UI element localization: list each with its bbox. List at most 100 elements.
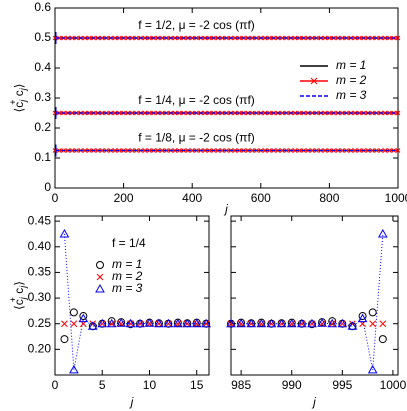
marker-cross [309,148,315,153]
marker-cross [116,35,122,41]
marker-cross [165,320,172,328]
marker-triangle [347,321,358,330]
y-tick-label: 0.40 [28,239,52,253]
marker-cross [70,320,78,328]
y-axis-label-part: ⟨c [12,299,26,310]
y-axis-label-part: j [18,87,28,91]
marker-cross [183,320,191,328]
marker-cross [155,320,163,328]
marker-circle [126,320,135,329]
marker-cross [297,148,302,153]
marker-triangle [246,318,257,328]
y-axis-label-part: j [18,99,28,103]
marker-circle [378,335,387,344]
y-axis-label-part: j [18,296,28,300]
marker-triangle [97,318,108,328]
marker-cross [339,148,345,153]
marker-triangle [337,318,348,328]
marker-cross [129,148,135,153]
legend-label: m = 2 [112,269,143,283]
marker-cross [159,148,165,153]
marker-triangle [154,318,164,328]
x-tick-label: 995 [332,378,352,392]
plot-frame [230,215,399,376]
y-tick-label: 0.1 [34,150,51,164]
y-tick-label: 0.25 [28,316,52,330]
x-tick-label: 990 [282,378,302,392]
marker-cross [86,110,92,116]
marker-cross [249,35,255,41]
marker-circle [358,312,367,321]
y-axis-label-part: + [8,297,18,302]
x-tick-label: 800 [319,191,339,205]
marker-cross [116,110,122,116]
marker-cross [116,148,122,153]
marker-cross [327,148,332,153]
marker-cross [176,110,182,116]
marker-cross [202,320,210,328]
annotation: f = 1/4 [112,236,146,250]
marker-triangle [367,364,378,374]
y-tick-label: 0.5 [34,30,51,44]
y-tick-label: 0.20 [28,342,52,356]
marker-triangle [276,318,287,328]
marker-cross [237,148,242,153]
marker-triangle [116,318,126,327]
marker-cross [174,320,182,328]
marker-triangle [236,318,246,328]
marker-cross [61,320,68,328]
marker-cross [249,110,255,116]
x-tick-label: 985 [231,378,251,392]
marker-triangle [163,318,174,328]
marker-cross [56,35,62,41]
marker-cross [379,320,387,328]
marker-triangle [78,313,89,323]
y-axis-label-part: c [12,90,26,99]
marker-cross [297,110,302,116]
dotted-line [231,233,384,370]
marker-cross [69,110,75,116]
marker-cross [56,110,62,116]
marker-cross [279,35,285,41]
marker-cross [227,320,235,328]
marker-cross [219,110,225,116]
legend-label: m = 3 [336,88,367,102]
marker-triangle [135,318,145,328]
marker-triangle [296,318,307,328]
x-tick-label: 400 [182,191,202,205]
marker-triangle [226,318,236,328]
marker-cross [159,110,165,116]
y-axis-label-part: j [18,285,28,289]
marker-cross [98,320,106,328]
marker-cross [237,35,242,41]
marker-cross [96,273,104,281]
marker-triangle [172,318,183,328]
x-tick-label: 5 [99,378,106,392]
marker-circle [107,317,116,326]
marker-cross [176,35,182,41]
x-tick-label: 200 [114,191,134,205]
marker-triangle [266,318,277,328]
marker-cross [328,320,336,328]
marker-cross [86,148,92,153]
marker-cross [279,148,285,153]
marker-triangle [256,318,267,328]
marker-cross [279,110,285,116]
marker-cross [249,148,255,153]
marker-circle [96,261,104,269]
marker-cross [339,35,345,41]
marker-triangle [327,318,338,328]
marker-cross [267,148,272,153]
y-tick-label: 0.3 [34,90,51,104]
marker-cross [387,148,392,153]
marker-cross [189,148,195,153]
marker-circle [60,335,69,344]
marker-triangle [317,318,327,327]
y-tick-label: 0.6 [34,0,51,14]
marker-triangle [377,228,388,238]
annotation: f = 1/8, μ = -2 cos (πf) [138,131,255,145]
y-tick-label: 0.30 [28,290,52,304]
marker-cross [159,35,165,41]
marker-cross [268,320,275,328]
